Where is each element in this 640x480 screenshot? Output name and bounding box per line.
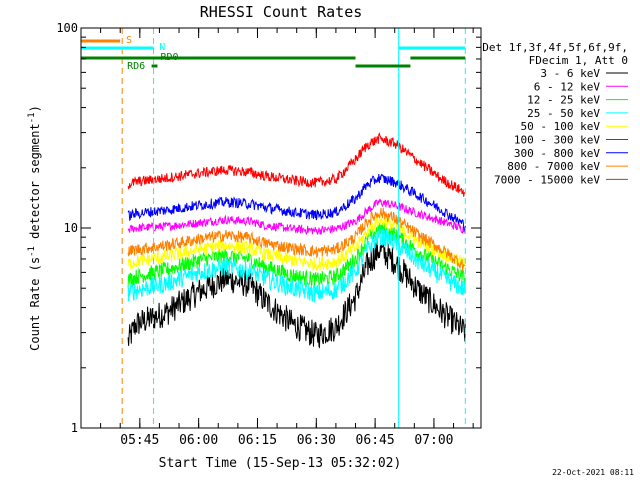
x-tick-label: 06:30 — [297, 433, 336, 448]
timestamp: 22-Oct-2021 08:11 — [552, 468, 634, 477]
x-tick-label: 06:15 — [238, 433, 277, 448]
legend: Det 1f,3f,4f,5f,6f,9f,FDecim 1, Att 03 -… — [482, 41, 628, 186]
legend-label: 6 - 12 keV — [534, 80, 601, 93]
legend-label: 800 - 7000 keV — [507, 160, 600, 173]
x-axis-label: Start Time (15-Sep-13 05:32:02) — [159, 456, 402, 471]
flag-label-s: S — [126, 35, 132, 46]
x-tick-label: 06:00 — [179, 433, 218, 448]
y-axis-label-end: ) — [28, 105, 42, 112]
y-tick-label: 1 — [71, 421, 78, 435]
y-axis-label: Count Rate (s-1 detector segment-1) — [27, 105, 42, 351]
data-layer — [127, 132, 466, 349]
series-line-5 — [127, 132, 466, 197]
x-tick-label: 07:00 — [414, 433, 453, 448]
flag-label-rd0: RD0 — [160, 52, 178, 63]
x-tick-label: 06:45 — [356, 433, 395, 448]
legend-label: 7000 - 15000 keV — [494, 173, 600, 186]
flag-label-n: N — [159, 42, 165, 53]
series-line-0 — [127, 239, 466, 349]
y-tick-label: 100 — [56, 21, 78, 35]
legend-header-line: FDecim 1, Att 0 — [529, 54, 628, 67]
flag-label-rd6: RD6 — [127, 61, 145, 72]
legend-header-line: Det 1f,3f,4f,5f,6f,9f, — [482, 41, 628, 54]
x-tick-label: 05:45 — [120, 433, 159, 448]
legend-label: 100 - 300 keV — [514, 134, 600, 147]
y-axis: 1 10 100 — [56, 21, 481, 435]
series-line-1 — [127, 198, 466, 235]
chart-title: RHESSI Count Rates — [200, 3, 363, 21]
series-line-7 — [127, 207, 466, 271]
legend-label: 50 - 100 keV — [521, 120, 601, 133]
legend-label: 3 - 6 keV — [540, 67, 600, 80]
y-axis-label-main: Count Rate (s — [28, 257, 42, 351]
x-axis: 05:45 06:00 06:15 06:30 06:45 07:00 — [100, 28, 474, 448]
y-axis-label-mid: detector segment — [28, 123, 42, 246]
legend-label: 300 - 800 keV — [514, 147, 600, 160]
legend-label: 25 - 50 keV — [527, 107, 600, 120]
legend-label: 12 - 25 keV — [527, 94, 600, 107]
y-axis-label-sup2: -1 — [27, 112, 37, 123]
y-axis-label-sup: -1 — [27, 246, 37, 257]
series-line-4 — [127, 215, 466, 272]
y-tick-label: 10 — [64, 221, 78, 235]
series-line-3 — [127, 226, 466, 303]
series-line-6 — [127, 173, 466, 232]
